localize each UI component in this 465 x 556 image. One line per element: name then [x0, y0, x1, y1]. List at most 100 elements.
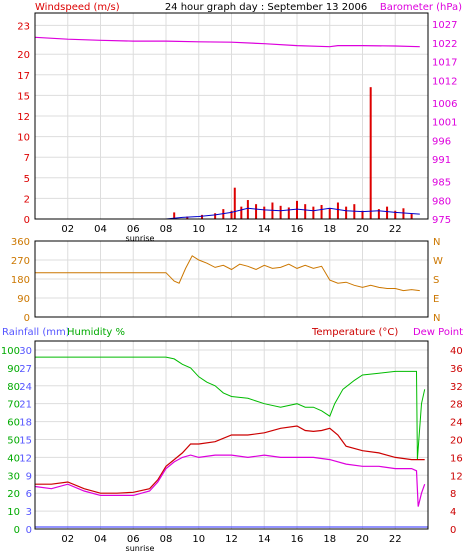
wind-bar-5 [230, 210, 233, 219]
wind-x-ticks: 02 04 06 08 10 12 14 16 18 20 22 [61, 224, 401, 235]
temp-tick-36: 36 [450, 364, 463, 375]
wind-tick-0: 0 [24, 215, 30, 226]
wind-axis-title: Windspeed (m/s) [35, 2, 120, 13]
wind-bar-27 [402, 208, 405, 219]
rain-tick-18: 18 [19, 418, 32, 429]
temp-x-tick-10: 10 [192, 534, 205, 545]
wind-bar-3 [214, 213, 217, 219]
humidity-tick-80: 80 [7, 382, 20, 393]
humidity-axis-ticks: 0 10 20 30 40 50 60 70 80 90 100 [1, 346, 20, 536]
wind-frame [34, 12, 429, 220]
wind-x-tick-06: 06 [127, 224, 140, 235]
sunrise-label-top: sunrise [126, 234, 155, 243]
humidity-line [35, 356, 426, 460]
wind-tick-12: 12 [17, 112, 30, 123]
humidity-tick-100: 100 [1, 346, 20, 357]
temp-tick-28: 28 [450, 400, 463, 411]
rain-tick-9: 9 [26, 471, 32, 482]
compass-tick-2: S [433, 275, 439, 286]
dir-tick-270: 270 [11, 256, 30, 267]
wind-x-tick-18: 18 [323, 224, 336, 235]
wind-bar-22 [361, 210, 364, 219]
rain-tick-0: 0 [26, 525, 32, 536]
wind-bar-12 [279, 205, 282, 219]
rain-tick-15: 15 [19, 435, 32, 446]
dir-tick-360: 360 [11, 237, 30, 248]
wind-bar-28 [410, 214, 413, 219]
wind-axis-ticks: 0 2 5 7 10 12 15 17 20 23 [17, 21, 30, 226]
wind-bar-26 [394, 210, 397, 219]
wind-direction-line [35, 255, 420, 292]
wind-bar-18 [328, 208, 331, 219]
wind-x-tick-02: 02 [61, 224, 74, 235]
wind-bar-9 [255, 204, 258, 219]
temp-x-tick-08: 08 [160, 534, 173, 545]
temp-tick-20: 20 [450, 435, 463, 446]
wind-bar-25 [386, 206, 389, 219]
compass-tick-0: N [433, 313, 440, 324]
direction-frame [34, 240, 429, 318]
temp-tick-40: 40 [450, 346, 463, 357]
wind-bar-14 [296, 200, 298, 219]
temperature-axis-title: Temperature (°C) [311, 327, 398, 338]
humidity-tick-10: 10 [7, 507, 20, 518]
temperature-line [35, 425, 425, 494]
wind-x-tick-04: 04 [94, 224, 107, 235]
wind-x-tick-16: 16 [291, 224, 304, 235]
direction-degree-ticks: 0 90 180 270 360 [11, 237, 30, 324]
humidity-tick-40: 40 [7, 453, 20, 464]
wind-bar-1 [186, 216, 189, 219]
wind-tick-7: 7 [24, 153, 30, 164]
temp-tick-16: 16 [450, 453, 463, 464]
temp-tick-0: 0 [450, 525, 456, 536]
baro-tick-996: 996 [432, 136, 451, 147]
compass-tick-3: W [433, 256, 443, 267]
temp-tick-12: 12 [450, 471, 463, 482]
humidity-tick-30: 30 [7, 471, 20, 482]
temp-x-tick-02: 02 [61, 534, 74, 545]
wind-tick-2: 2 [24, 194, 30, 205]
wind-grid [35, 13, 428, 220]
wind-bar-6 [233, 187, 236, 219]
temp-x-tick-06: 06 [127, 534, 140, 545]
wind-bar-24 [377, 209, 380, 219]
temp-x-tick-16: 16 [291, 534, 304, 545]
temp-x-tick-18: 18 [323, 534, 336, 545]
wind-tick-17: 17 [17, 71, 30, 82]
rainfall-axis-title: Rainfall (mm) [2, 327, 70, 338]
wind-bar-13 [287, 207, 290, 219]
baro-tick-1012: 1012 [432, 76, 457, 87]
wind-tick-5: 5 [24, 174, 30, 185]
dewpoint-axis-title: Dew Point [413, 327, 463, 338]
wind-x-tick-14: 14 [258, 224, 271, 235]
wind-x-tick-20: 20 [356, 224, 369, 235]
wind-x-tick-10: 10 [192, 224, 205, 235]
direction-grid [35, 241, 428, 317]
baro-tick-1006: 1006 [432, 99, 457, 110]
wind-tick-20: 20 [17, 50, 30, 61]
graph-title: 24 hour graph day : September 13 2006 [165, 2, 367, 13]
baro-tick-1027: 1027 [432, 20, 457, 31]
wind-bar-2 [201, 214, 204, 219]
rain-tick-12: 12 [19, 453, 32, 464]
temp-x-tick-04: 04 [94, 534, 107, 545]
compass-tick-1: E [433, 294, 439, 305]
wind-average-line [35, 207, 420, 220]
temperature-axis-ticks: 0 4 8 12 16 20 24 28 32 36 40 [450, 346, 463, 536]
rain-tick-30: 30 [19, 346, 32, 357]
wind-bar-7 [240, 206, 243, 219]
rain-tick-21: 21 [19, 400, 32, 411]
wind-tick-23: 23 [17, 21, 30, 32]
temp-x-tick-22: 22 [389, 534, 402, 545]
wind-x-tick-08: 08 [160, 224, 173, 235]
wind-bar-15 [304, 204, 307, 219]
barometer-axis-ticks: 975 980 985 991 996 1001 1006 1012 1017 1022 1027 [432, 20, 457, 226]
baro-tick-985: 985 [432, 178, 451, 189]
temp-tick-32: 32 [450, 382, 463, 393]
wind-tick-10: 10 [17, 133, 30, 144]
